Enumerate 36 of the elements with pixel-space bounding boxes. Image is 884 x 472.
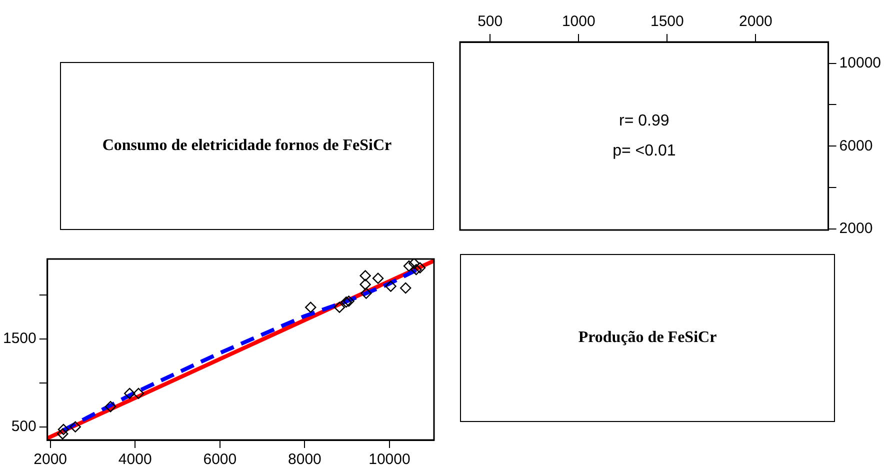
point <box>340 296 352 308</box>
text: Produção de FeSiCr <box>578 328 717 348</box>
point <box>343 296 354 307</box>
point <box>360 288 372 299</box>
point <box>334 302 346 313</box>
point <box>57 428 68 440</box>
point <box>414 262 426 274</box>
x-tick-label: 2000 <box>34 451 68 468</box>
point <box>403 260 415 272</box>
point <box>58 424 70 436</box>
point <box>385 280 396 292</box>
annotation: r= 0.99 <box>619 112 670 130</box>
point <box>408 259 420 269</box>
point <box>305 302 316 313</box>
x-tick-label: 2000 <box>739 13 772 30</box>
point <box>70 421 81 432</box>
point <box>410 264 422 276</box>
x-tick-label: 10000 <box>368 451 410 468</box>
point <box>372 272 384 284</box>
point <box>132 388 144 400</box>
point <box>104 401 116 412</box>
point <box>124 388 136 400</box>
annotation: p= <0.01 <box>612 142 676 160</box>
x-tick-label: 8000 <box>288 451 322 468</box>
x-tick-label: 4000 <box>118 451 152 468</box>
x-tick-label: 1500 <box>650 13 684 30</box>
point <box>360 278 371 290</box>
x-tick-label: 500 <box>478 13 503 30</box>
x-tick-label: 1000 <box>562 13 596 30</box>
text: Consumo de eletricidade fornos de FeSiCr <box>102 136 392 156</box>
y-tick-label: 10000 <box>839 54 882 72</box>
point <box>400 282 412 294</box>
point <box>360 270 371 282</box>
x-tick-label: 6000 <box>203 451 237 468</box>
y-tick-label: 2000 <box>839 220 873 238</box>
y-tick-label: 6000 <box>839 137 873 154</box>
